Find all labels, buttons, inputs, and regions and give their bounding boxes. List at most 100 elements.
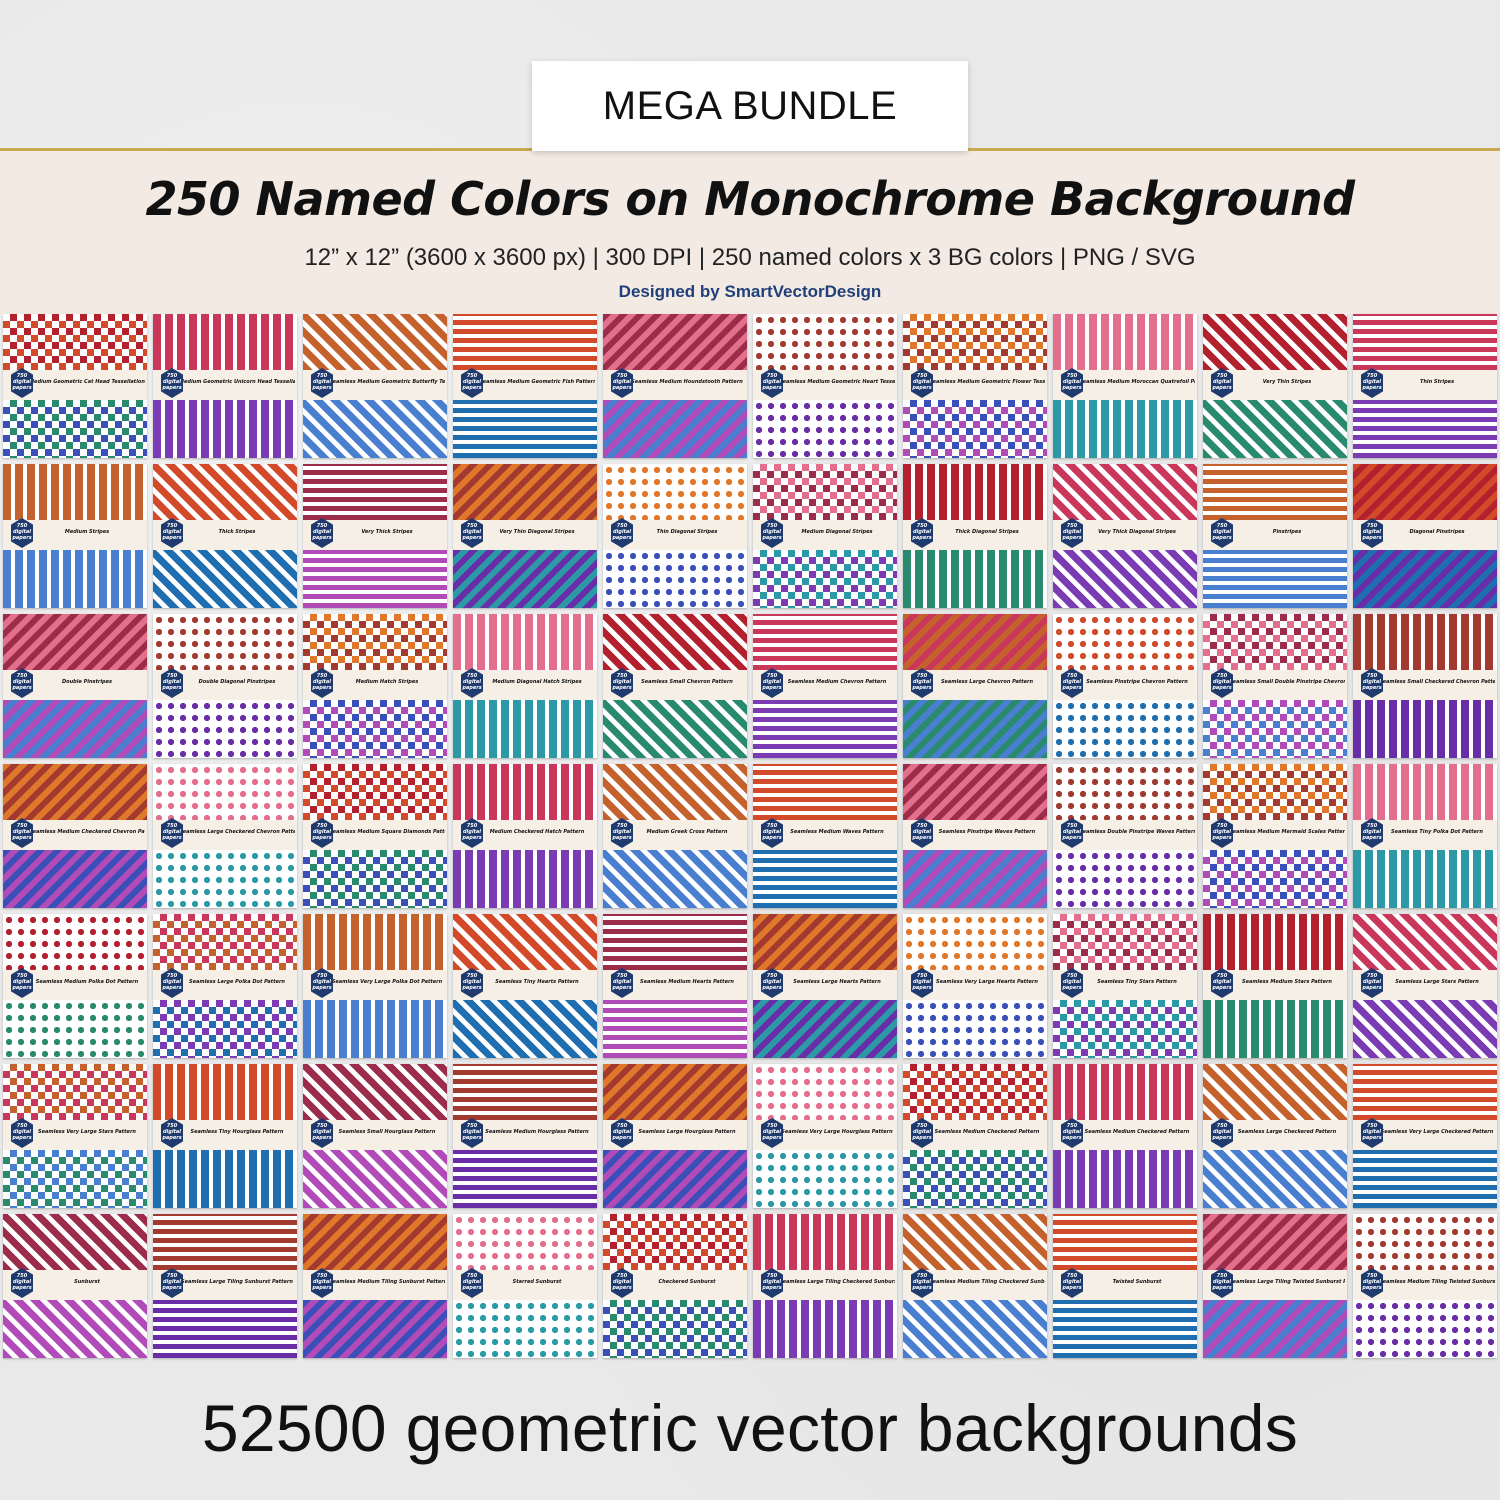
pattern-preview-top: [153, 764, 297, 820]
pattern-preview-top: [3, 914, 147, 970]
pattern-preview-top: [3, 464, 147, 520]
digital-papers-badge: 750 digital papers: [911, 518, 933, 548]
digital-papers-badge: 750 digital papers: [461, 368, 483, 398]
pattern-preview-bottom: [153, 1300, 297, 1358]
pattern-preview-top: [753, 314, 897, 370]
pattern-preview-top: [903, 464, 1047, 520]
pattern-preview-top: [1203, 614, 1347, 670]
thumbnail-title: Seamless Medium Square Diamonds Pattern: [329, 829, 445, 835]
pattern-preview-top: [1353, 314, 1497, 370]
thumbnail-title: Seamless Medium Checkered Chevron Patter…: [29, 829, 145, 835]
pattern-preview-top: [903, 614, 1047, 670]
pattern-preview-bottom: [1353, 400, 1497, 458]
thumbnail-card: Seamless Large Hourglass Pattern 750 digi…: [603, 1064, 747, 1208]
thumbnail-title: Seamless Medium Tiling Checkered Sunburs…: [929, 1279, 1045, 1285]
digital-papers-badge: 750 digital papers: [911, 368, 933, 398]
thumbnail-title: Seamless Pinstripe Chevron Pattern: [1086, 679, 1188, 685]
pattern-preview-top: [603, 1064, 747, 1120]
footer-caption: 52500 geometric vector backgrounds: [201, 1391, 1299, 1465]
pattern-preview-top: [1053, 1214, 1197, 1270]
pattern-preview-top: [603, 314, 747, 370]
digital-papers-badge: 750 digital papers: [761, 368, 783, 398]
thumbnail-title: Seamless Medium Stars Pattern: [1241, 979, 1332, 985]
digital-papers-badge: 750 digital papers: [311, 968, 333, 998]
pattern-preview-top: [3, 314, 147, 370]
digital-papers-badge: 750 digital papers: [311, 518, 333, 548]
pattern-preview-bottom: [1203, 700, 1347, 758]
thumbnail-title: Thin Stripes: [1419, 379, 1455, 385]
thumbnail-card: Seamless Medium Geometric Butterfly Tess…: [303, 314, 447, 458]
digital-papers-badge: 750 digital papers: [11, 1118, 33, 1148]
thumbnail-card: Seamless Pinstripe Chevron Pattern 750 di…: [1053, 614, 1197, 758]
pattern-preview-top: [303, 314, 447, 370]
pattern-preview-top: [303, 914, 447, 970]
thumbnail-title: Seamless Tiny Hearts Pattern: [495, 979, 579, 985]
specs-line: 12” x 12” (3600 x 3600 px) | 300 DPI | 2…: [304, 244, 1196, 271]
pattern-preview-bottom: [1353, 1150, 1497, 1208]
digital-papers-badge: 750 digital papers: [1211, 668, 1233, 698]
thumbnail-card: Seamless Large Stars Pattern 750 digital …: [1353, 914, 1497, 1058]
pattern-preview-bottom: [1203, 550, 1347, 608]
pattern-preview-bottom: [1353, 1000, 1497, 1058]
pattern-preview-bottom: [1353, 850, 1497, 908]
pattern-preview-top: [903, 314, 1047, 370]
pattern-preview-top: [603, 764, 747, 820]
pattern-preview-top: [903, 1214, 1047, 1270]
pattern-preview-bottom: [1353, 700, 1497, 758]
thumbnail-card: Seamless Large Tiling Twisted Sunburst P…: [1203, 1214, 1347, 1358]
thumbnail-title: Medium Geometric Unicorn Head Tessellati…: [179, 379, 295, 385]
thumbnail-card: Seamless Large Tiling Sunburst Pattern 75…: [153, 1214, 297, 1358]
pattern-preview-top: [753, 464, 897, 520]
pattern-preview-top: [903, 914, 1047, 970]
thumbnail-title: Medium Stripes: [64, 529, 110, 535]
pattern-preview-bottom: [453, 1000, 597, 1058]
thumbnail-card: Sunburst 750 digital papers: [3, 1214, 147, 1358]
digital-papers-badge: 750 digital papers: [1361, 968, 1383, 998]
pattern-preview-bottom: [753, 1000, 897, 1058]
pattern-preview-bottom: [3, 700, 147, 758]
pattern-preview-bottom: [603, 850, 747, 908]
pattern-preview-bottom: [603, 1150, 747, 1208]
pattern-preview-bottom: [3, 400, 147, 458]
digital-papers-badge: 750 digital papers: [911, 1118, 933, 1148]
thumbnail-title: Pinstripes: [1272, 529, 1302, 535]
thumbnail-card: Seamless Medium Checkered Chevron Patter…: [3, 764, 147, 908]
pattern-preview-top: [453, 914, 597, 970]
pattern-preview-bottom: [453, 700, 597, 758]
page-title: 250 Named Colors on Monochrome Backgroun…: [145, 172, 1355, 226]
digital-papers-badge: 750 digital papers: [161, 1268, 183, 1298]
pattern-preview-bottom: [603, 550, 747, 608]
pattern-preview-bottom: [1203, 1300, 1347, 1358]
thumbnail-card: Seamless Tiny Polka Dot Pattern 750 digit…: [1353, 764, 1497, 908]
thumbnail-card: Very Thick Diagonal Stripes 750 digital p…: [1053, 464, 1197, 608]
digital-papers-badge: 750 digital papers: [1361, 368, 1383, 398]
thumbnail-card: Seamless Double Pinstripe Waves Pattern 7…: [1053, 764, 1197, 908]
pattern-preview-top: [1053, 764, 1197, 820]
thumbnail-card: Seamless Medium Hearts Pattern 750 digita…: [603, 914, 747, 1058]
pattern-preview-bottom: [903, 1300, 1047, 1358]
pattern-preview-top: [1203, 464, 1347, 520]
thumbnail-title: Seamless Large Polka Dot Pattern: [189, 979, 285, 985]
thumbnail-card: Seamless Medium Stars Pattern 750 digital…: [1203, 914, 1347, 1058]
pattern-preview-bottom: [1053, 1000, 1197, 1058]
thumbnail-card: Seamless Medium Tiling Sunburst Pattern 7…: [303, 1214, 447, 1358]
thumbnail-title: Medium Geometric Cat Head Tessellation: [29, 379, 145, 385]
pattern-preview-top: [3, 1214, 147, 1270]
digital-papers-badge: 750 digital papers: [461, 518, 483, 548]
pattern-preview-bottom: [603, 1300, 747, 1358]
digital-papers-badge: 750 digital papers: [11, 368, 33, 398]
pattern-preview-top: [903, 764, 1047, 820]
digital-papers-badge: 750 digital papers: [461, 668, 483, 698]
thumbnail-card: Seamless Medium Waves Pattern 750 digital…: [753, 764, 897, 908]
digital-papers-badge: 750 digital papers: [1061, 818, 1083, 848]
pattern-preview-top: [1053, 614, 1197, 670]
pattern-preview-bottom: [153, 550, 297, 608]
digital-papers-badge: 750 digital papers: [1061, 1268, 1083, 1298]
thumbnail-title: Seamless Large Tiling Sunburst Pattern: [181, 1279, 293, 1285]
pattern-preview-bottom: [303, 1150, 447, 1208]
pattern-preview-bottom: [303, 550, 447, 608]
thumbnail-title: Checkered Sunburst: [658, 1279, 716, 1285]
pattern-preview-bottom: [753, 1300, 897, 1358]
pattern-preview-bottom: [1203, 400, 1347, 458]
pattern-preview-top: [153, 1214, 297, 1270]
